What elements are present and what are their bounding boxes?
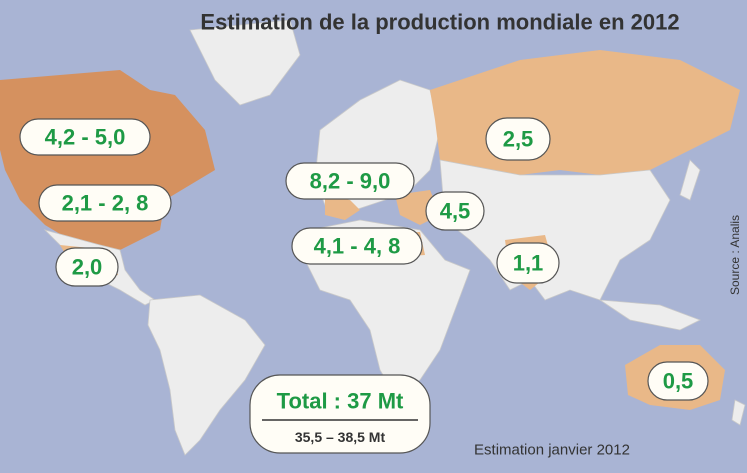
label-oval [285,162,415,200]
region-label: 4,1 - 4, 8 [314,234,401,259]
total-frame [249,374,431,454]
label-oval [55,247,119,287]
region-label: 1,1 [513,251,544,276]
region-label: 2,1 - 2, 8 [62,191,149,216]
title: Estimation de la production mondiale en … [200,10,679,35]
label-oval [291,227,423,265]
label-oval [485,117,551,161]
region-label: 8,2 - 9,0 [310,169,391,194]
region-label: 4,2 - 5,0 [45,125,126,150]
estimation-note: Estimation janvier 2012 [474,442,630,459]
label-oval [647,361,709,401]
total-label: Total : 37 Mt [277,389,404,414]
region-labels: 4,2 - 5,0 2,1 - 2, 8 2,0 8,2 - 9,0 4,1 - 4, … [19,117,709,401]
label-oval [425,191,485,231]
total-range: 35,5 – 38,5 Mt [295,429,386,445]
label-oval [19,118,151,156]
source: Source : Analis [728,215,742,295]
total-box: Total : 37 Mt 35,5 – 38,5 Mt [249,374,431,454]
label-oval [496,242,560,284]
label-oval [38,184,172,222]
region-label: 2,0 [72,255,103,280]
region-label: 0,5 [663,369,694,394]
region-label: 2,5 [503,127,534,152]
region-label: 4,5 [440,199,471,224]
